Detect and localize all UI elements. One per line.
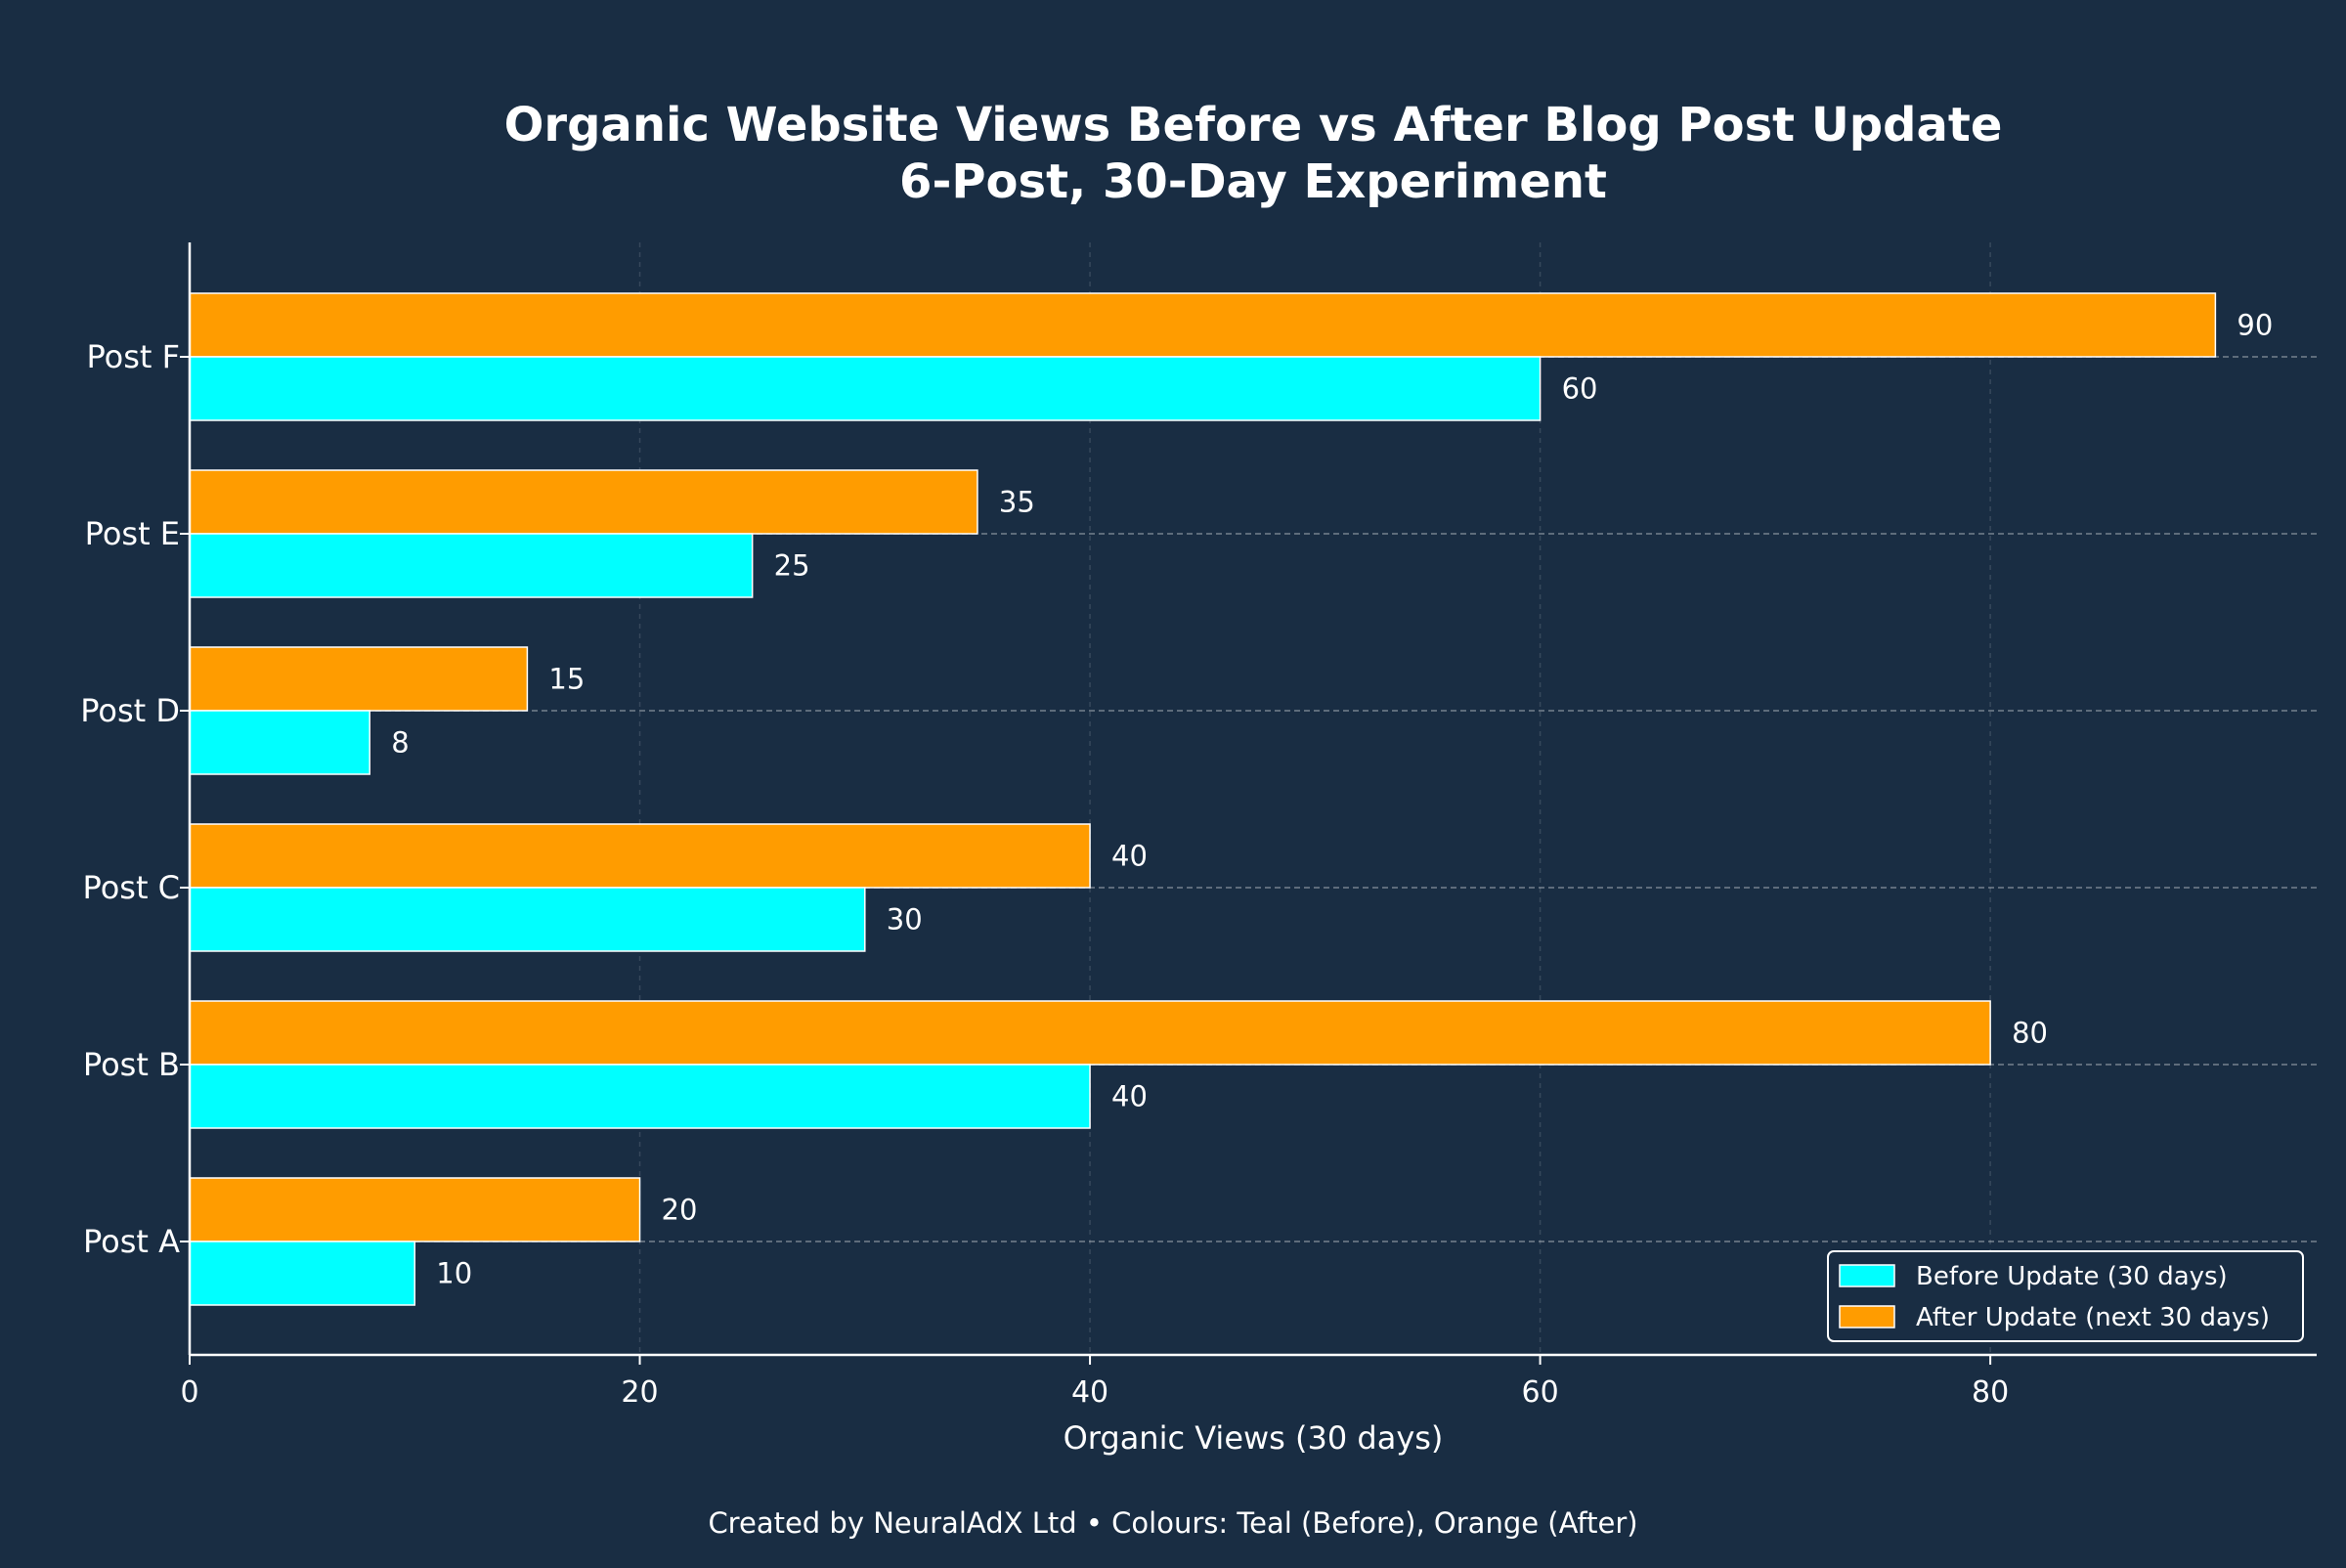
bar-after <box>189 823 1091 889</box>
y-tick-label: Post D <box>80 692 180 729</box>
bar-before <box>189 356 1542 421</box>
axes-layer: 0 20 40 60 80 Post A Post B Post C Post D Post E P… <box>80 242 2317 1410</box>
value-label-after: 40 <box>1111 840 1148 873</box>
value-label-before: 40 <box>1111 1080 1148 1113</box>
bar-before <box>189 887 866 952</box>
bar-after <box>189 292 2217 358</box>
value-label-before: 60 <box>1562 372 1598 406</box>
x-axis-label: Organic Views (30 days) <box>1064 1419 1444 1457</box>
x-tick-label: 80 <box>1972 1375 2009 1410</box>
bar-before <box>189 1064 1091 1129</box>
bar-after <box>189 469 978 535</box>
y-tick-label: Post C <box>83 869 180 906</box>
x-tick-label: 20 <box>621 1375 658 1410</box>
y-tick-label: Post E <box>85 515 180 552</box>
legend-swatch <box>1839 1264 1895 1287</box>
chart-title-line-1: Organic Website Views Before vs After Bl… <box>504 98 2003 152</box>
value-label-before: 30 <box>887 903 923 936</box>
x-tick-label: 40 <box>1071 1375 1108 1410</box>
value-label-after: 35 <box>999 486 1035 519</box>
x-tick-label: 60 <box>1521 1375 1558 1410</box>
bar-before <box>189 710 370 775</box>
value-label-after: 80 <box>2012 1017 2048 1050</box>
value-label-before: 8 <box>391 726 409 760</box>
chart-caption: Created by NeuralAdX Ltd • Colours: Teal… <box>708 1506 1637 1540</box>
value-label-after: 90 <box>2237 309 2273 342</box>
legend-label: After Update (next 30 days) <box>1916 1303 2270 1332</box>
x-tick-label: 0 <box>180 1375 198 1410</box>
chart-title-line-2: 6-Post, 30-Day Experiment <box>899 154 1607 209</box>
legend-swatch <box>1839 1305 1895 1328</box>
y-tick-label: Post A <box>83 1223 180 1260</box>
bar-before <box>189 1241 416 1306</box>
bar-before <box>189 533 754 598</box>
bars-layer: 20 10 80 40 40 30 15 8 35 25 90 60 <box>189 292 2273 1306</box>
bar-after <box>189 646 529 712</box>
legend-box <box>1827 1250 2304 1342</box>
value-label-before: 10 <box>436 1257 472 1290</box>
value-label-after: 20 <box>662 1194 698 1227</box>
y-tick-label: Post B <box>83 1046 180 1083</box>
legend: Before Update (30 days) After Update (nex… <box>1827 1250 2304 1342</box>
value-label-after: 15 <box>548 663 585 696</box>
y-tick-label: Post F <box>86 338 180 375</box>
bar-after <box>189 1177 641 1242</box>
legend-label: Before Update (30 days) <box>1916 1262 2228 1291</box>
bar-after <box>189 1000 1991 1066</box>
value-label-before: 25 <box>774 549 810 583</box>
